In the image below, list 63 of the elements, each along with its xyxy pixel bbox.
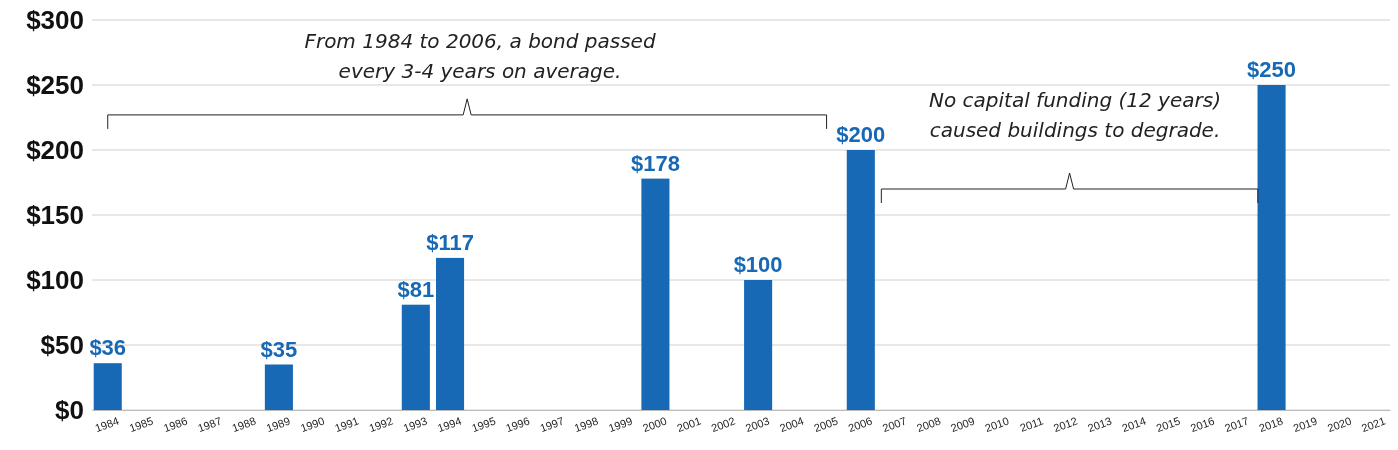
x-tick-label: 2007 bbox=[880, 414, 908, 435]
x-tick-label: 1997 bbox=[538, 414, 566, 435]
y-tick-label: $200 bbox=[26, 134, 84, 165]
bar bbox=[264, 364, 293, 410]
data-label: $178 bbox=[630, 150, 680, 176]
x-tick-label: 2009 bbox=[949, 414, 977, 435]
x-tick-label: 1999 bbox=[606, 414, 634, 435]
x-tick-label: 2017 bbox=[1223, 414, 1251, 435]
x-tick-label: 2018 bbox=[1257, 414, 1285, 435]
x-tick-label: 1998 bbox=[572, 414, 600, 435]
y-tick-label: $250 bbox=[26, 69, 84, 100]
x-tick-label: 2015 bbox=[1154, 414, 1182, 435]
bar bbox=[744, 280, 773, 410]
x-tick-label: 2005 bbox=[812, 414, 840, 435]
data-label: $35 bbox=[260, 336, 298, 362]
bar bbox=[641, 178, 670, 410]
bar bbox=[1257, 85, 1286, 410]
x-tick-label: 2000 bbox=[641, 414, 669, 435]
data-label: $200 bbox=[836, 122, 886, 147]
x-tick-label: 1993 bbox=[401, 414, 429, 435]
bar bbox=[93, 363, 122, 410]
x-tick-label: 2008 bbox=[914, 414, 943, 435]
x-tick-label: 1986 bbox=[161, 414, 190, 435]
x-tick-label: 2002 bbox=[709, 414, 737, 435]
x-tick-label: 2001 bbox=[675, 414, 703, 435]
x-tick-label: 2016 bbox=[1188, 414, 1216, 435]
x-tick-label: 2011 bbox=[1018, 414, 1045, 434]
data-label: $117 bbox=[426, 229, 474, 255]
x-tick-label: 2010 bbox=[983, 414, 1011, 435]
x-tick-label: 2012 bbox=[1051, 414, 1079, 435]
x-tick-label: 1984 bbox=[93, 414, 121, 435]
y-tick-label: $50 bbox=[40, 329, 84, 360]
x-tick-label: 1995 bbox=[469, 414, 498, 435]
x-tick-label: 1987 bbox=[196, 414, 224, 435]
x-tick-label: 1985 bbox=[127, 414, 155, 435]
y-tick-label: $0 bbox=[55, 394, 84, 425]
x-tick-label: 1988 bbox=[230, 414, 258, 435]
x-tick-label: 2021 bbox=[1359, 414, 1388, 435]
data-label: $81 bbox=[397, 276, 435, 302]
bar bbox=[436, 257, 465, 410]
x-tick-label: 1991 bbox=[333, 414, 361, 435]
bar bbox=[846, 150, 875, 410]
x-tick-label: 2019 bbox=[1291, 414, 1319, 435]
x-tick-label: 1996 bbox=[504, 414, 532, 435]
y-tick-label: $150 bbox=[26, 199, 84, 230]
x-tick-label: 1990 bbox=[298, 414, 326, 435]
x-tick-label: 2006 bbox=[846, 414, 874, 435]
x-tick-label: 2004 bbox=[778, 414, 806, 435]
x-tick-label: 1994 bbox=[435, 414, 463, 435]
x-tick-label: 2020 bbox=[1325, 414, 1353, 435]
annotation: No capital funding (12 years) caused buildings to degrade. bbox=[929, 88, 1221, 142]
x-tick-label: 2003 bbox=[743, 414, 771, 435]
annotation: From 1984 to 2006, a bond passed every 3-4 years on average. bbox=[304, 29, 656, 83]
y-tick-label: $300 bbox=[26, 4, 84, 35]
x-tick-label: 1989 bbox=[264, 414, 292, 435]
data-label: $36 bbox=[89, 335, 127, 361]
y-tick-label: $100 bbox=[26, 264, 84, 295]
bar bbox=[401, 304, 430, 410]
x-tick-label: 1992 bbox=[367, 414, 395, 435]
data-label: $250 bbox=[1247, 57, 1297, 82]
x-tick-label: 2013 bbox=[1086, 414, 1114, 435]
data-label: $100 bbox=[733, 252, 783, 277]
x-tick-label: 2014 bbox=[1120, 414, 1148, 435]
